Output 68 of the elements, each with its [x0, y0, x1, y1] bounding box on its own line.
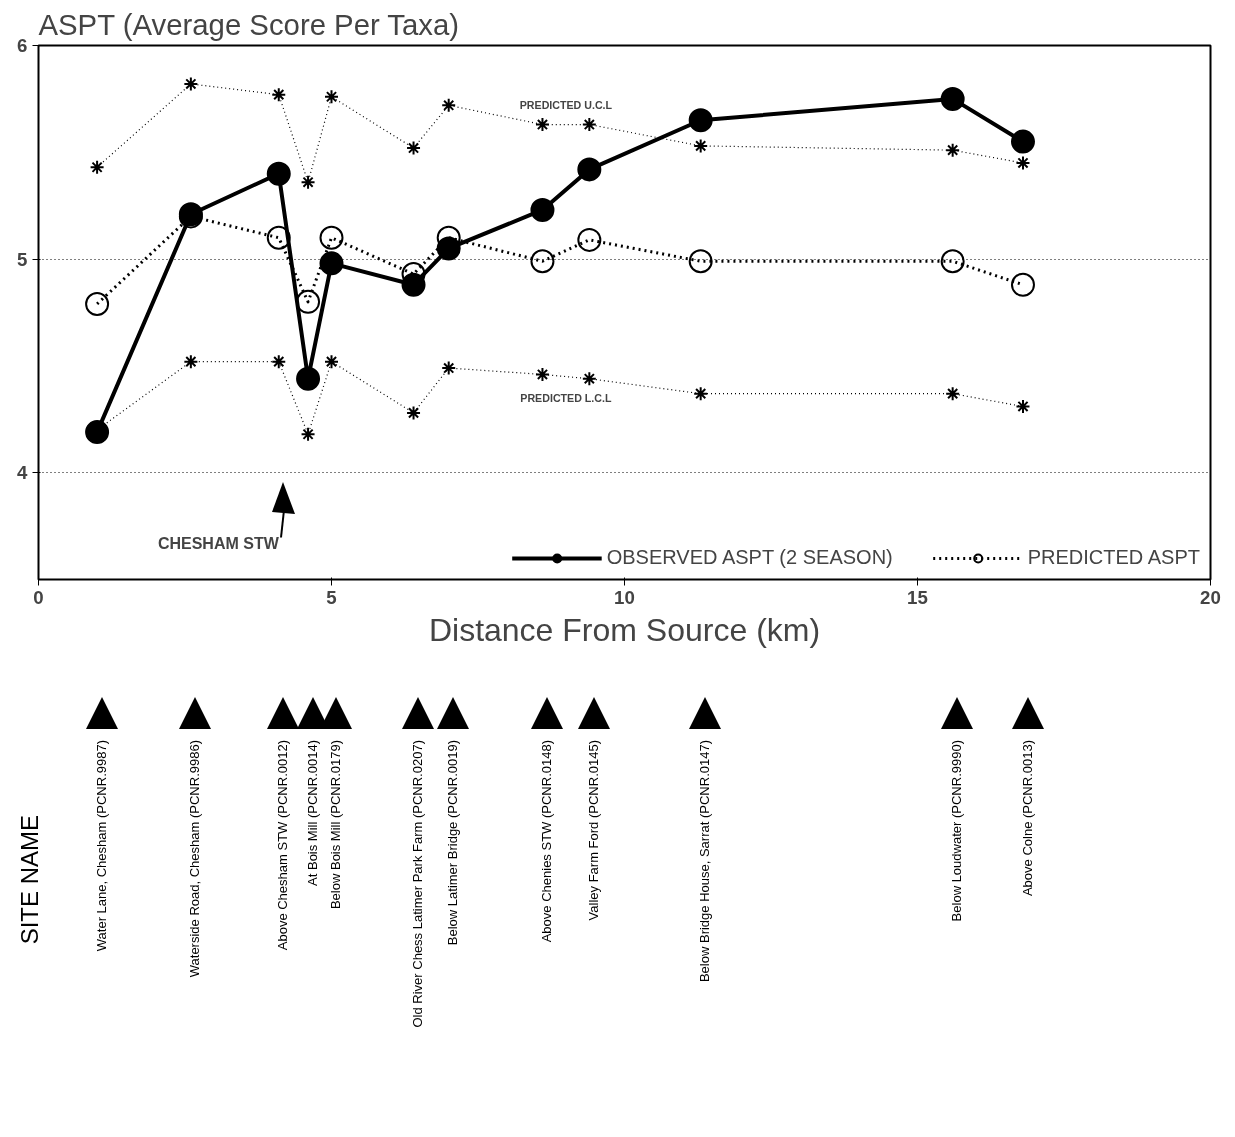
point: [1010, 272, 1035, 297]
point: [577, 157, 602, 182]
point: [319, 251, 344, 276]
x-tick-label: 0: [33, 586, 44, 608]
text: At Bois Mill (PCNR.0014): [304, 740, 321, 886]
legend-label: OBSERVED ASPT (2 SEASON): [606, 546, 893, 569]
point: [688, 249, 713, 274]
point: [324, 89, 339, 105]
point: [183, 76, 199, 92]
annotation: PREDICTED U.C.L: [519, 99, 613, 112]
point: [581, 371, 597, 387]
y-tick-label: 4: [17, 462, 29, 484]
text: Valley Farm Ford (PCNR.0145): [585, 740, 602, 921]
point: [534, 117, 550, 133]
point: [85, 291, 110, 316]
point: [296, 289, 321, 314]
point: [266, 161, 291, 186]
text: Below Loudwater (PCNR.9990): [949, 740, 966, 922]
point: [441, 97, 457, 113]
point: [581, 117, 597, 133]
text: Below Bridge House, Sarrat (PCNR.0147): [697, 740, 714, 983]
point: [577, 227, 602, 252]
point: [406, 140, 422, 156]
point: [530, 197, 555, 222]
x-tick-label: 15: [907, 586, 928, 608]
point: [300, 174, 316, 190]
text: Above Chenies STW (PCNR.0148): [539, 740, 555, 943]
point: [693, 138, 709, 154]
legend-label: PREDICTED ASPT: [1027, 546, 1200, 569]
point: [89, 159, 105, 175]
text: Waterside Road, Chesham (PCNR.9986): [187, 740, 204, 978]
point: [945, 386, 961, 402]
x-tick-label: 5: [326, 586, 337, 608]
text: Below Bois Mill (PCNR.0179): [328, 740, 344, 910]
point: [530, 249, 555, 274]
annotation: CHESHAM STW: [157, 534, 280, 552]
point: [296, 366, 321, 391]
text: SITE NAME: [15, 815, 44, 945]
point: [1015, 398, 1031, 414]
text: Below Latimer Bridge (PCNR.0019): [445, 740, 462, 946]
point: [441, 360, 457, 376]
x-tick-label: 20: [1200, 586, 1221, 608]
x-axis-title: Distance From Source (km): [428, 611, 821, 648]
point: [300, 426, 316, 442]
point: [1015, 155, 1031, 171]
point: [271, 354, 287, 370]
point: [271, 87, 287, 103]
point: [324, 354, 339, 370]
text: Above Chesham STW (PCNR.0012): [275, 740, 292, 951]
point: [945, 142, 961, 158]
point: [319, 225, 344, 250]
point: [688, 108, 713, 133]
x-tick-label: 10: [614, 586, 635, 608]
point: [940, 249, 965, 274]
point: [183, 354, 199, 370]
text: Water Lane, Chesham (PCNR.9987): [93, 740, 110, 952]
point: [266, 225, 291, 250]
text: Above Colne (PCNR.0013): [1019, 740, 1036, 897]
point: [406, 405, 422, 421]
text: Old River Chess Latimer Park Farm (PCNR.0207): [410, 740, 426, 1028]
point: [693, 386, 709, 402]
point: [534, 366, 550, 382]
point: [940, 86, 965, 111]
y-tick-label: 5: [17, 248, 28, 270]
y-tick-label: 6: [17, 35, 28, 56]
chart-title: ASPT (Average Score Per Taxa): [38, 7, 460, 41]
annotation: PREDICTED L.C.L: [520, 391, 612, 404]
point: [1010, 129, 1035, 154]
